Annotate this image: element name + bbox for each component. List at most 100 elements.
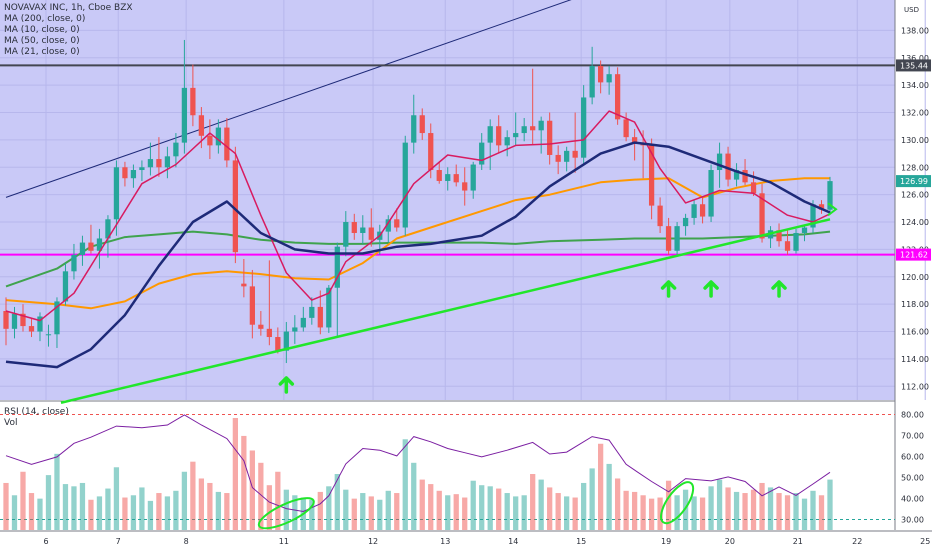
rsi-title: RSI (14, close) [4, 407, 69, 417]
candle-body [521, 126, 527, 134]
price-tag-label: 126.99 [900, 177, 928, 186]
rsi-circle-annotation [257, 497, 315, 530]
volume-bar [648, 498, 655, 530]
candle-body [300, 317, 306, 328]
rsi-tick-label: 80.00 [901, 411, 924, 420]
candle-body [283, 331, 289, 351]
candle-body [665, 226, 672, 251]
candle-body [215, 127, 222, 146]
price-tick-label: 124.00 [901, 218, 929, 227]
candle-body [173, 142, 179, 157]
volume-bar [614, 478, 621, 530]
volume-bar [589, 468, 595, 530]
volume-bar [215, 491, 222, 530]
price-tick-label: 116.00 [901, 328, 929, 337]
volume-bar [28, 493, 35, 530]
rsi-circle-annotation [660, 481, 695, 525]
candle-body [716, 153, 723, 171]
candle-body [275, 337, 281, 351]
candle-body [614, 74, 621, 120]
price-tick-label: 118.00 [901, 300, 929, 309]
candle-body [207, 135, 213, 146]
volume-bar [530, 474, 536, 530]
candle-body [411, 115, 417, 143]
candle-body [496, 126, 502, 146]
volume-bar [156, 493, 162, 530]
time-tick-label: 6 [43, 537, 48, 546]
volume-bar [504, 493, 510, 530]
time-tick-label: 20 [725, 537, 735, 546]
candle-body [20, 313, 26, 327]
price-tick-label: 130.00 [901, 136, 929, 145]
volume-bar [198, 478, 205, 530]
volume-bar [784, 495, 791, 530]
candle-body [504, 137, 510, 146]
vol-title: Vol [4, 418, 18, 428]
volume-bar [631, 491, 638, 530]
volume-bar [445, 495, 451, 530]
volume-bar [207, 482, 213, 530]
volume-bar [759, 482, 765, 530]
volume-bar [385, 490, 391, 530]
candle-body [810, 204, 816, 228]
candle-body [96, 238, 103, 251]
candle-body [224, 127, 230, 161]
time-tick-label: 14 [508, 537, 518, 546]
rsi-legend: RSI (14, close) Vol [4, 407, 69, 429]
candle-body [419, 115, 425, 134]
candle-body [317, 306, 323, 328]
volume-bar [487, 486, 493, 530]
time-tick-label: 11 [279, 537, 289, 546]
volume-bar [343, 489, 349, 530]
ma50-line [5, 177, 830, 310]
legend-ma10: MA (10, close, 0) [4, 25, 80, 35]
candle-body [147, 159, 154, 168]
candle-body [589, 65, 595, 98]
volume-bar [292, 495, 298, 530]
volume-bar [674, 495, 680, 530]
volume-bar [402, 439, 408, 530]
volume-bar [827, 479, 833, 530]
candle-body [37, 316, 43, 332]
candle-body [776, 230, 782, 242]
volume-bar [453, 494, 459, 530]
volume-bar [113, 467, 120, 530]
candle-body [181, 87, 188, 143]
candle-body [445, 174, 451, 181]
candle-body [784, 241, 791, 251]
candle-body [801, 227, 808, 233]
volume-bar [54, 453, 60, 530]
candle-body [28, 326, 35, 332]
candle-body [530, 126, 536, 131]
time-tick-label: 7 [116, 537, 121, 546]
price-tag-background [896, 248, 931, 261]
volume-bar [623, 490, 629, 530]
volume-bar [496, 488, 502, 530]
volume-bar [742, 493, 748, 530]
volume-bar [241, 435, 247, 530]
candle-body [742, 170, 748, 183]
volume-bar [394, 493, 400, 530]
volume-bar [810, 490, 816, 530]
price-tag-background [896, 175, 931, 188]
candle-body [598, 65, 604, 83]
candle-body [241, 283, 247, 287]
candle-body [113, 167, 120, 220]
ma-green-line [5, 230, 831, 288]
candle-body [487, 126, 493, 143]
candle-body [122, 167, 128, 179]
price-tick-label: 120.00 [901, 273, 929, 282]
candle-body [555, 154, 561, 162]
volume-bar [224, 493, 230, 530]
legend-ma21: MA (21, close, 0) [4, 47, 80, 57]
candle-body [453, 174, 459, 183]
legend-title: NOVAVAX INC, 1h, Cboe BZX [4, 3, 133, 13]
candle-body [394, 219, 400, 228]
volume-bar [801, 498, 808, 530]
candle-body [156, 159, 162, 168]
volume-bar [147, 500, 154, 530]
candle-body [79, 242, 86, 255]
candle-body [691, 204, 697, 218]
